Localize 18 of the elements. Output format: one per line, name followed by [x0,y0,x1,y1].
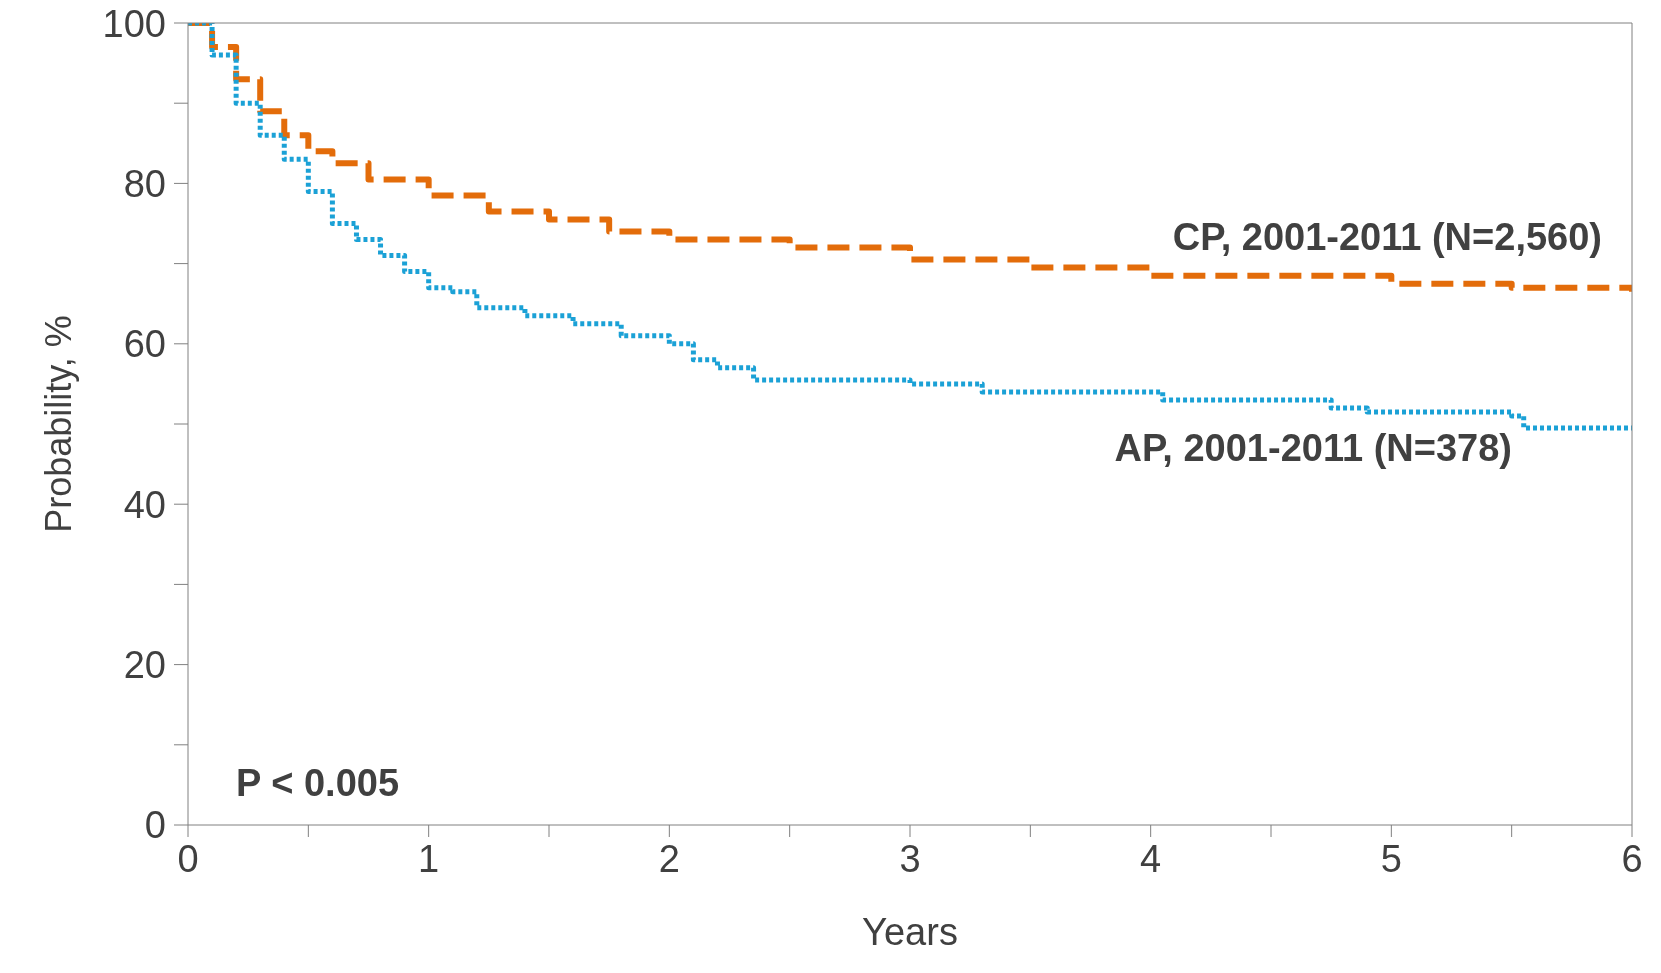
y-tick-label: 20 [123,644,166,687]
x-tick-label: 0 [177,837,199,880]
x-tick-label: 5 [1380,837,1402,880]
y-tick-label: 60 [123,323,166,366]
x-tick-label: 6 [1621,837,1643,880]
y-tick-label: 40 [123,483,166,526]
y-axis-title: Probability, % [37,315,79,533]
x-tick-label: 2 [658,837,680,880]
x-tick-label: 1 [418,837,440,880]
series-label: CP, 2001-2011 (N=2,560) [1172,215,1602,258]
x-tick-label: 3 [899,837,921,880]
x-tick-label: 4 [1140,837,1162,880]
annotation: P < 0.005 [236,762,400,805]
series-label: AP, 2001-2011 (N=378) [1114,427,1512,470]
x-axis-title: Years [862,911,958,953]
y-tick-label: 100 [102,2,166,45]
y-tick-label: 80 [123,162,166,205]
y-tick-label: 0 [144,804,166,847]
